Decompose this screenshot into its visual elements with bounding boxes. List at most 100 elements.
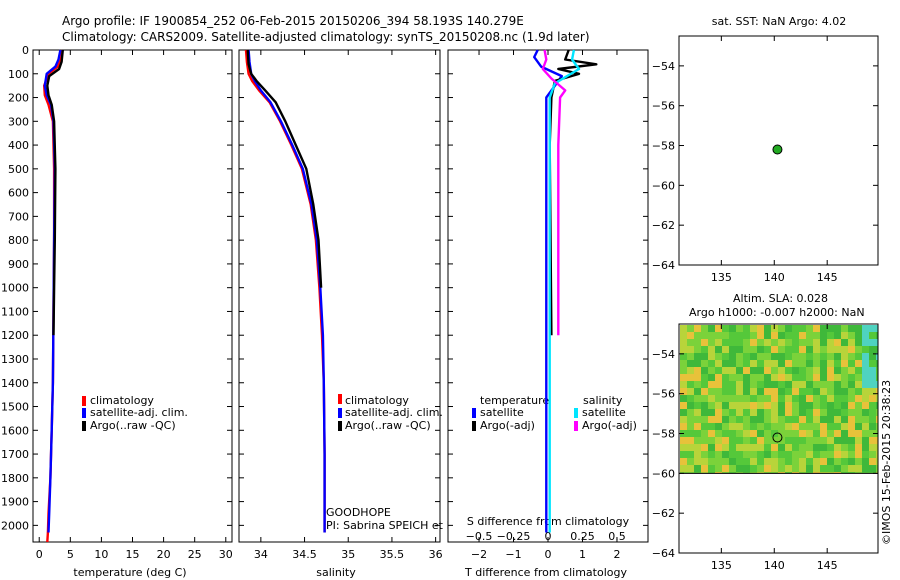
difference-xlabel-t: T difference from climatology [464,566,627,579]
sla-cell [834,374,841,381]
sla-cell [743,360,750,367]
sla-cell [799,374,806,381]
sla-cell [855,423,862,430]
sla-cell [743,325,750,332]
sla-cell [708,346,715,353]
sla-cell [827,325,834,332]
sla-cell [848,367,855,374]
sla-cell [680,367,687,374]
sla-cell [708,451,715,458]
project-annotation: GOODHOPE [326,506,391,519]
diff-xtick-label: 2 [613,548,620,561]
sla-cell [715,381,722,388]
sla-cell [736,458,743,465]
sla-cell [736,423,743,430]
sla-cell [862,472,869,474]
sla-cell [848,332,855,339]
temp-legend-swatch-argo [82,421,86,431]
temp-ytick-label: 800 [8,234,29,247]
sla-cell [778,458,785,465]
sla-cell [855,367,862,374]
sla-cell [694,388,701,395]
sla-cell [806,437,813,444]
sla-cell [771,388,778,395]
sla-cell [792,381,799,388]
sla-cell [848,416,855,423]
sla-cell [848,409,855,416]
temp-legend-swatch-sat [82,408,86,418]
sla-cell [680,451,687,458]
sla-cell [701,409,708,416]
sla-cell [876,451,878,458]
sla-cell [799,430,806,437]
sla-cell [729,437,736,444]
sla-cell [680,346,687,353]
sla-cell [701,395,708,402]
sla-cell [813,465,820,472]
sla-cell [687,409,694,416]
sla-cell [715,472,722,474]
sla-cell [722,388,729,395]
sla-cell [820,402,827,409]
sla-cell [876,325,878,332]
sla-cell [827,367,834,374]
sla-cell [701,465,708,472]
imos-credit: ©IMOS 15-Feb-2015 20:38:23 [880,380,893,545]
sla-cell [785,458,792,465]
sla-cell [771,374,778,381]
sst-ytick-label: −56 [652,100,675,113]
sla-cell [869,423,876,430]
sla-cell [687,339,694,346]
sla-cell [687,444,694,451]
sla-cell [869,339,876,346]
sla-cell [820,416,827,423]
sla-cell [750,346,757,353]
sla-cell [806,395,813,402]
sla-cell [757,360,764,367]
sla-cell [778,402,785,409]
sla-cell [680,416,687,423]
sla-cell [701,437,708,444]
sla-cell [785,346,792,353]
sla-cell [715,332,722,339]
sla-cell [708,367,715,374]
sla-cell [820,437,827,444]
sst-xtick-label: 135 [711,271,732,284]
sla-cell [834,332,841,339]
sla-cell [743,402,750,409]
sla-cell [694,353,701,360]
sla-cell [827,395,834,402]
sla-cell [736,381,743,388]
temp-ytick-label: 1200 [1,329,29,342]
sal-legend-argo: Argo(..raw -QC) [345,419,431,432]
sla-cell [813,423,820,430]
sla-cell [687,332,694,339]
sla-cell [729,339,736,346]
sla-ytick-label: −60 [652,467,675,480]
sla-cell [785,444,792,451]
temp-ytick-label: 400 [8,139,29,152]
sla-cell [813,395,820,402]
temp-xtick-label: 0 [36,548,43,561]
temp-legend-sat: satellite-adj. clim. [90,406,188,419]
sla-cell [876,458,878,465]
sla-cell [764,395,771,402]
sla-cell [722,458,729,465]
sla-cell [834,437,841,444]
sla-cell [827,465,834,472]
sla-cell [771,395,778,402]
sla-cell [862,430,869,437]
sla-cell [729,423,736,430]
sla-cell [729,325,736,332]
sla-cell [736,367,743,374]
sal-xtick-label: 35 [341,548,355,561]
sla-cell [799,472,806,474]
sla-cell [729,395,736,402]
sla-cell [855,465,862,472]
sla-cell [862,360,869,367]
sla-cell [792,353,799,360]
sla-cell [827,472,834,474]
sla-cell [771,437,778,444]
sla-cell [778,339,785,346]
sla-cell [750,367,757,374]
